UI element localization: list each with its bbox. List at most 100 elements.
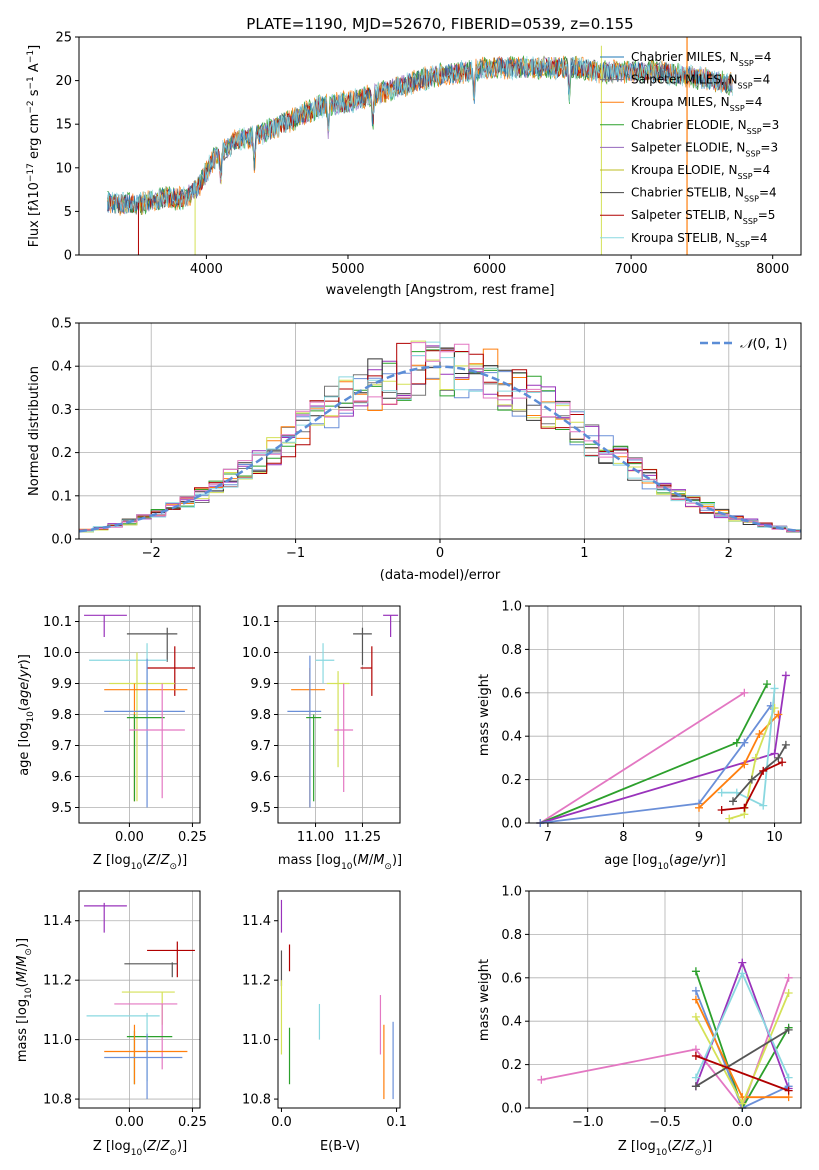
ebv-mass-ytick-label: 10.8 bbox=[242, 1093, 271, 1108]
legend-label: Salpeter ELODIE, NSSP=3 bbox=[631, 140, 778, 158]
normal-dist-legend-label: 𝒩(0, 1) bbox=[740, 337, 787, 352]
age-weight-point-marker bbox=[717, 805, 726, 814]
spectrum-xtick-label: 4000 bbox=[190, 262, 223, 277]
legend-label: Kroupa STELIB, NSSP=4 bbox=[631, 231, 768, 249]
age-weight-ytick-label: 0.2 bbox=[501, 773, 522, 788]
age-weight-point-marker bbox=[729, 797, 737, 806]
z-mass-ytick-label: 10.8 bbox=[43, 1093, 72, 1108]
z-weight-point-marker bbox=[691, 1073, 700, 1082]
z-age-ytick-label: 10.0 bbox=[43, 646, 72, 661]
z-age-panel: 0.00 0.25 9.5 9.6 9.7 9.8 9.9 10.0 10.1 Z [log10… bbox=[17, 605, 207, 872]
spectrum-ytick-label: 5 bbox=[64, 205, 72, 220]
ebv-mass-xtick-label: 0.1 bbox=[386, 1115, 407, 1130]
z-weight-point-marker bbox=[738, 1099, 747, 1108]
z-age-ytick-label: 9.8 bbox=[51, 708, 72, 723]
mass-age-panel: 11.00 11.25 9.5 9.6 9.7 9.8 9.9 10.0 10.1 mass [… bbox=[242, 605, 402, 872]
mass-age-xtick-label: 11.25 bbox=[344, 830, 381, 845]
z-weight-point-marker bbox=[784, 1073, 793, 1082]
residual-ytick-label: 0.5 bbox=[51, 317, 72, 332]
age-weight-point-marker bbox=[725, 814, 734, 823]
z-age-xtick-label: 0.25 bbox=[178, 830, 207, 845]
residual-xtick-label: −1 bbox=[286, 546, 305, 561]
residual-xtick-label: 1 bbox=[580, 546, 588, 561]
age-weight-point-marker bbox=[778, 758, 787, 767]
z-weight-series-line bbox=[541, 977, 790, 1110]
z-weight-xlabel: Z [log10(Z/Z⊙)] bbox=[618, 1139, 712, 1158]
z-weight-ytick-label: 0.0 bbox=[501, 1102, 522, 1117]
z-weight-point-marker bbox=[738, 969, 747, 978]
age-weight-point-marker bbox=[781, 671, 790, 680]
residual-xlabel: (data-model)/error bbox=[380, 568, 501, 583]
z-weight-ylabel: mass weight bbox=[477, 959, 492, 1041]
z-weight-point-marker bbox=[537, 1075, 546, 1084]
z-age-ytick-label: 9.5 bbox=[51, 801, 72, 816]
age-weight-ylabel: mass weight bbox=[477, 674, 492, 756]
z-weight-ytick-label: 0.6 bbox=[501, 971, 522, 986]
age-weight-xtick-label: 7 bbox=[544, 830, 552, 845]
spectrum-xtick-label: 5000 bbox=[331, 262, 364, 277]
residual-panel: −2 −1 0 1 2 0.0 0.1 0.2 0.3 0.4 0.5 𝒩(0, 1) (data-… bbox=[27, 317, 802, 583]
legend-label: Chabrier MILES, NSSP=4 bbox=[631, 50, 771, 68]
age-weight-series-line bbox=[539, 692, 745, 824]
z-weight-point-marker bbox=[691, 1082, 700, 1091]
z-weight-point-marker bbox=[691, 1012, 700, 1021]
z-age-xtick-label: 0.00 bbox=[115, 830, 144, 845]
z-weight-ytick-label: 1.0 bbox=[501, 885, 522, 900]
age-weight-xtick-label: 8 bbox=[619, 830, 627, 845]
spectrum-ylabel: Flux [fλ10−17 erg cm−2 s−1 A−1] bbox=[26, 45, 42, 247]
mass-age-ytick-label: 9.9 bbox=[250, 677, 271, 692]
z-mass-ytick-label: 11.4 bbox=[43, 914, 72, 929]
ebv-mass-axes bbox=[277, 890, 401, 1109]
residual-histogram bbox=[79, 340, 801, 533]
z-age-ytick-label: 9.9 bbox=[51, 677, 72, 692]
age-weight-point-marker bbox=[717, 788, 726, 797]
mass-age-ytick-label: 10.0 bbox=[242, 646, 271, 661]
z-mass-xtick-label: 0.00 bbox=[115, 1115, 144, 1130]
z-mass-xtick-label: 0.25 bbox=[178, 1115, 207, 1130]
age-weight-series-line bbox=[728, 707, 776, 820]
z-weight-point-marker bbox=[784, 1025, 793, 1034]
age-weight-point-marker bbox=[740, 803, 749, 812]
age-weight-point-marker bbox=[747, 775, 756, 784]
age-weight-point-marker bbox=[774, 710, 783, 719]
spectrum-panel: PLATE=1190, MJD=52670, FIBERID=0539, z=0… bbox=[26, 15, 802, 298]
age-weight-point-marker bbox=[770, 749, 779, 758]
ebv-mass-ytick-label: 11.0 bbox=[242, 1033, 271, 1048]
residual-legend: 𝒩(0, 1) bbox=[700, 337, 787, 352]
age-weight-point-marker bbox=[740, 688, 749, 697]
z-weight-ytick-label: 0.2 bbox=[501, 1058, 522, 1073]
age-weight-point-marker bbox=[751, 753, 760, 762]
residual-xtick-label: 2 bbox=[725, 546, 733, 561]
legend-label: Chabrier STELIB, NSSP=4 bbox=[631, 186, 777, 204]
residual-ytick-label: 0.1 bbox=[51, 489, 72, 504]
age-weight-xtick-label: 9 bbox=[695, 830, 703, 845]
age-weight-series-line bbox=[540, 705, 772, 824]
age-weight-point-marker bbox=[695, 803, 703, 812]
spectrum-xtick-label: 6000 bbox=[473, 262, 506, 277]
age-weight-ytick-label: 0.4 bbox=[501, 730, 522, 745]
spectrum-ytick-label: 0 bbox=[64, 249, 72, 264]
age-weight-xtick-label: 10 bbox=[766, 830, 783, 845]
ebv-mass-ytick-label: 11.2 bbox=[242, 974, 271, 989]
z-weight-ytick-label: 0.8 bbox=[501, 928, 522, 943]
z-weight-series-line bbox=[695, 1055, 789, 1092]
age-weight-series-line bbox=[721, 688, 776, 807]
age-weight-point-marker bbox=[755, 730, 764, 739]
z-weight-point-marker bbox=[784, 988, 793, 997]
z-age-xlabel: Z [log10(Z/Z⊙)] bbox=[93, 853, 187, 872]
mass-age-ytick-label: 9.7 bbox=[250, 739, 271, 754]
z-age-ylabel: age [log10(age/yr)] bbox=[17, 654, 36, 776]
ebv-mass-panel: 0.0 0.1 10.8 11.0 11.2 11.4 E(B-V) bbox=[242, 890, 407, 1154]
age-weight-ytick-label: 0.0 bbox=[501, 817, 522, 832]
spectrum-legend: Chabrier MILES, NSSP=4 Salpeter MILES, NS… bbox=[600, 50, 779, 248]
age-weight-point-marker bbox=[740, 738, 749, 747]
spectrum-ytick-label: 25 bbox=[55, 31, 72, 46]
spectrum-xtick-label: 8000 bbox=[756, 262, 789, 277]
age-weight-panel: 7 8 9 10 0.0 0.2 0.4 0.6 0.8 1.0 age [log10(age/y… bbox=[477, 600, 802, 872]
age-weight-point-marker bbox=[759, 801, 768, 810]
z-weight-point-marker bbox=[691, 1051, 700, 1060]
mass-age-ytick-label: 9.8 bbox=[250, 708, 271, 723]
spectrum-axes bbox=[78, 36, 802, 256]
spectrum-xtick-label: 7000 bbox=[615, 262, 648, 277]
